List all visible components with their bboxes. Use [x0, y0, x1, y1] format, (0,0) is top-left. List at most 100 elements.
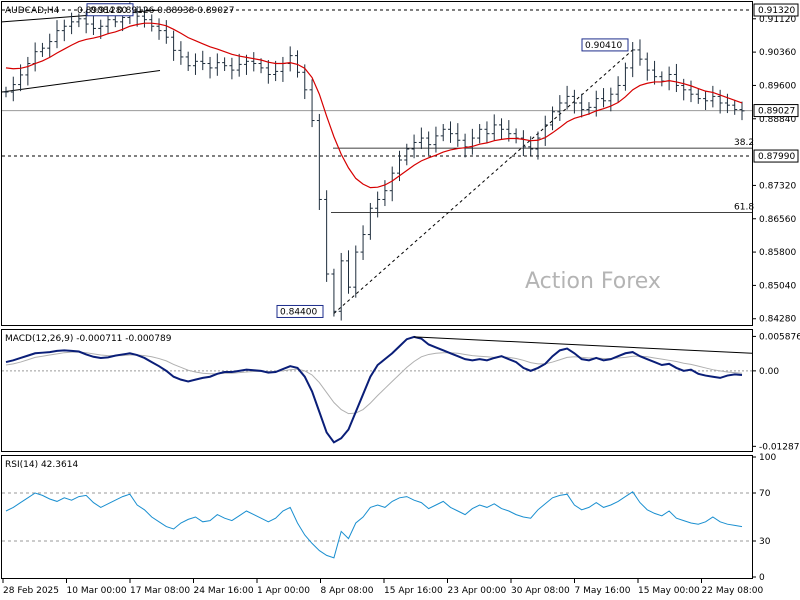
ohlc-bar: [732, 99, 738, 115]
ohlc-bar: [178, 41, 184, 65]
ohlc-bar: [156, 18, 162, 40]
ohlc-bar: [76, 13, 82, 28]
ohlc-bar: [25, 56, 31, 86]
fib-level-label: 38.2: [734, 138, 754, 148]
ohlc-bar: [630, 42, 636, 78]
ohlc-bar: [652, 60, 658, 85]
rsi-axis-label: 70: [759, 489, 771, 499]
ohlc-bar: [637, 39, 643, 66]
ohlc-bar: [192, 53, 198, 75]
macd-signal-line: [5, 351, 743, 415]
ohlc-bar: [426, 131, 432, 156]
time-axis-label: 8 Apr 08:00: [321, 586, 374, 596]
ohlc-bar: [338, 252, 344, 321]
time-axis-label: 15 Apr 16:00: [384, 586, 443, 596]
ohlc-bar: [688, 80, 694, 103]
ohlc-bar: [163, 20, 169, 44]
time-axis-label: 15 May 00:00: [638, 586, 700, 596]
ohlc-bar: [47, 33, 53, 58]
ohlc-bar: [579, 93, 585, 118]
macd-title: MACD(12,26,9) -0.000711 -0.000789: [5, 334, 172, 344]
price-axis-label: 0.89600: [759, 81, 796, 91]
macd-axis-label: -0.012876: [759, 442, 800, 452]
price-level-box-label: 0.89027: [758, 107, 795, 117]
time-axis-label: 7 May 16:00: [575, 586, 631, 596]
rsi-title: RSI(14) 42.3614: [5, 460, 78, 470]
rsi-axis-label: 0: [759, 573, 765, 583]
ohlc-bar: [440, 124, 446, 142]
time-axis-label: 28 Feb 2025: [3, 586, 59, 596]
ohlc-bar: [455, 123, 461, 147]
symbol-title: AUDCAD,H4: [5, 6, 60, 16]
time-axis-label: 10 Mar 00:00: [67, 586, 127, 596]
macd-line: [5, 335, 743, 444]
time-axis-label: 22 May 08:00: [702, 586, 764, 596]
price-annotation-label: 0.90410: [585, 41, 622, 51]
price-annotation-label: 0.84400: [280, 307, 317, 317]
ohlc-bar: [477, 124, 483, 144]
watermark: Action Forex: [525, 269, 661, 294]
ohlc-bar: [710, 85, 716, 108]
ohlc-bar: [615, 76, 621, 103]
ohlc-bar: [571, 89, 577, 114]
ohlc-bar: [550, 106, 556, 131]
ohlc-bar: [673, 63, 679, 93]
price-axis-label: 0.88840: [759, 115, 796, 125]
price-axis-label: 0.91120: [759, 15, 796, 25]
ohlc-bar: [251, 52, 257, 72]
ohlc-bar: [324, 190, 330, 282]
time-axis-label: 17 Mar 08:00: [130, 586, 190, 596]
ohlc-bar: [273, 60, 279, 82]
ohlc-bar: [134, 6, 140, 27]
ohlc-bar: [83, 10, 89, 34]
ohlc-bar: [309, 79, 315, 128]
macd-axis-label: 0.00: [759, 367, 779, 377]
channel-lower-line: [1, 70, 161, 93]
ohlc-bar: [316, 113, 322, 210]
ohlc-bar: [360, 225, 366, 260]
ohlc-bar: [601, 88, 607, 108]
ohlc-bar: [207, 56, 213, 79]
fib-level-label: 61.8: [734, 203, 754, 213]
time-axis-label: 1 Apr 00:00: [257, 586, 310, 596]
price-axis-label: 0.85800: [759, 248, 796, 258]
ohlc-bar: [39, 42, 45, 57]
ohlc-bar: [622, 62, 628, 91]
price-annotation-box: [86, 3, 134, 17]
ohlc-bar: [375, 191, 381, 218]
ohlc-bar: [171, 30, 177, 61]
price-axis-label: 0.86560: [759, 215, 796, 225]
rsi-line: [5, 491, 743, 559]
ohlc-bar: [557, 95, 563, 121]
ohlc-bar: [236, 53, 242, 77]
macd-axis-label: 0.005876: [759, 332, 800, 342]
ohlc-bar: [345, 250, 351, 294]
ohlc-bar: [739, 101, 745, 121]
price-level-box: [753, 104, 799, 118]
ohlc-header: 0.89084 0.89126 0.88938 0.89027: [77, 6, 234, 16]
rising-trendline: [333, 49, 634, 314]
ohlc-bar: [703, 90, 709, 110]
ohlc-bar: [61, 19, 67, 42]
ohlc-bar: [404, 143, 410, 166]
time-axis-label: 30 Apr 08:00: [511, 586, 570, 596]
ohlc-bar: [528, 136, 534, 156]
ohlc-bar: [484, 121, 490, 143]
ohlc-bar: [418, 127, 424, 150]
ohlc-bar: [535, 131, 541, 160]
ohlc-bar: [389, 166, 395, 202]
ohlc-bar: [214, 53, 220, 76]
ohlc-bar: [90, 13, 96, 36]
ohlc-bar: [112, 14, 118, 28]
ohlc-bar: [608, 87, 614, 112]
ohlc-bar: [229, 57, 235, 80]
ohlc-bar: [222, 57, 228, 71]
ohlc-bar: [717, 89, 723, 114]
rsi-axis-label: 100: [759, 453, 776, 463]
ohlc-bar: [448, 121, 454, 143]
ohlc-bar: [433, 126, 439, 153]
ohlc-bar: [353, 245, 359, 298]
price-panel-frame: [1, 1, 753, 326]
ohlc-bar: [265, 60, 271, 84]
